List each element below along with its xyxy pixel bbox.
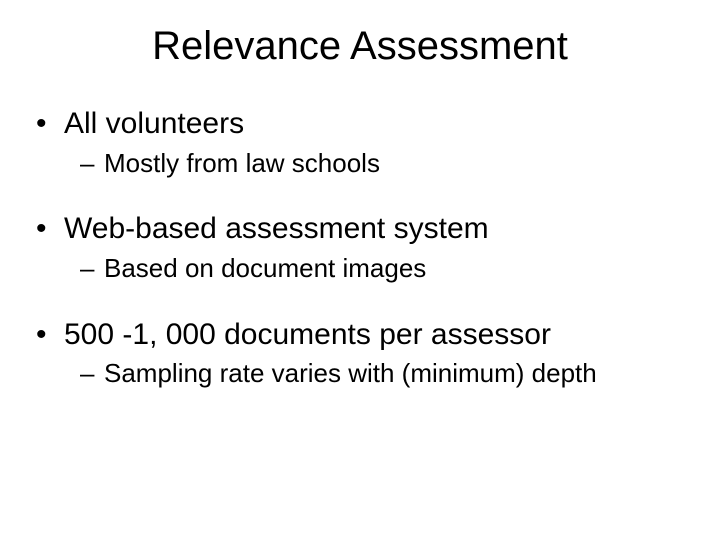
- list-item: Sampling rate varies with (minimum) dept…: [80, 357, 696, 391]
- bullet-text: Based on document images: [104, 253, 426, 283]
- slide: Relevance Assessment All volunteers Most…: [0, 24, 720, 540]
- sub-list: Mostly from law schools: [80, 147, 696, 181]
- sub-list: Sampling rate varies with (minimum) dept…: [80, 357, 696, 391]
- list-item: 500 -1, 000 documents per assessor Sampl…: [36, 316, 696, 391]
- list-item: Web-based assessment system Based on doc…: [36, 210, 696, 285]
- slide-title: Relevance Assessment: [0, 24, 720, 69]
- list-item: Based on document images: [80, 252, 696, 286]
- bullet-text: Web-based assessment system: [64, 212, 489, 245]
- list-item: All volunteers Mostly from law schools: [36, 105, 696, 180]
- slide-body: All volunteers Mostly from law schools W…: [0, 105, 720, 391]
- bullet-text: All volunteers: [64, 107, 244, 140]
- sub-list: Based on document images: [80, 252, 696, 286]
- list-item: Mostly from law schools: [80, 147, 696, 181]
- bullet-text: 500 -1, 000 documents per assessor: [64, 318, 551, 351]
- bullet-text: Sampling rate varies with (minimum) dept…: [104, 358, 597, 388]
- bullet-text: Mostly from law schools: [104, 148, 380, 178]
- bullet-list: All volunteers Mostly from law schools W…: [36, 105, 696, 391]
